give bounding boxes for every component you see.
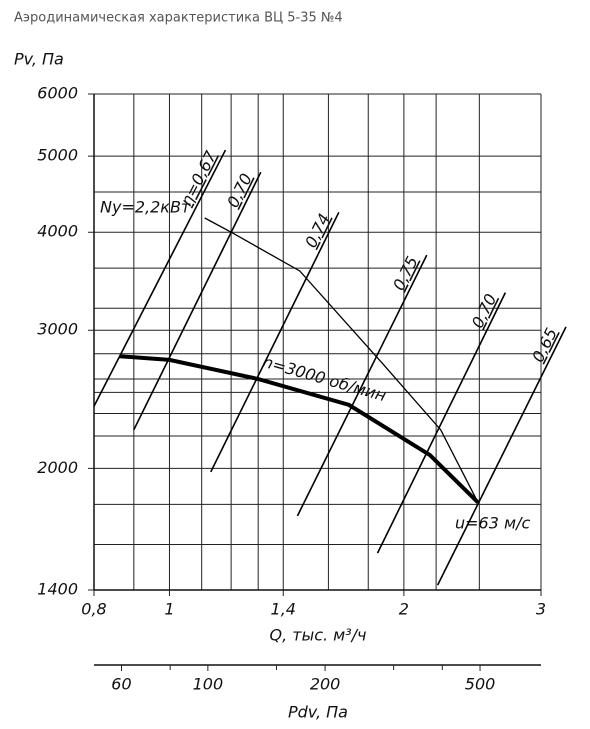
x-tick-label: 0,8 [81, 600, 106, 619]
curve [204, 217, 479, 503]
x2-tick-label: 200 [310, 675, 341, 694]
x2-axis-label: Pdv, Па [288, 703, 348, 722]
x-tick-label: 3 [536, 600, 546, 619]
efficiency-line [296, 254, 428, 517]
x-tick-label: 1,4 [271, 600, 296, 619]
y-axis-label: Pv, Па [14, 50, 64, 69]
speed-label: u=63 м/с [455, 514, 530, 533]
y-tick-label: 3000 [37, 320, 78, 339]
efficiency-line [210, 211, 340, 473]
x-tick-label: 1 [164, 600, 174, 619]
efficiency-line [376, 292, 507, 554]
x2-tick-label: 100 [193, 675, 224, 694]
efficiency-line [133, 171, 262, 431]
x2-tick-label: 60 [111, 675, 131, 694]
efficiency-line [93, 149, 227, 407]
y-tick-label: 6000 [37, 84, 78, 103]
x2-tick-label: 500 [465, 675, 496, 694]
y-tick-label: 2000 [37, 458, 78, 477]
curve [119, 354, 480, 504]
x-axis-label: Q, тыс. м³/ч [269, 626, 366, 645]
x-tick-label: 2 [399, 600, 409, 619]
y-tick-label: 5000 [37, 146, 78, 165]
y-tick-label: 1400 [37, 580, 78, 599]
power-label: Ny=2,2кВт [100, 198, 191, 217]
chart-title: Аэродинамическая характеристика ВЦ 5-35 … [14, 11, 343, 26]
efficiency-line [436, 326, 567, 586]
y-tick-label: 4000 [37, 222, 78, 241]
